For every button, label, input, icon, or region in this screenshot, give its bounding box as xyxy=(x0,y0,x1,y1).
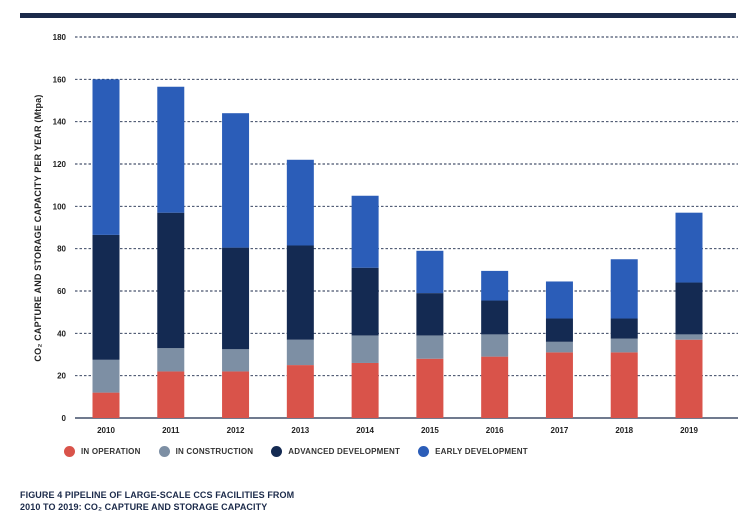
bar-segment xyxy=(286,245,314,340)
bar-segment xyxy=(675,339,703,418)
legend-item: EARLY DEVELOPMENT xyxy=(418,446,528,457)
y-tick-label: 180 xyxy=(53,33,67,42)
caption-line-1: FIGURE 4 PIPELINE OF LARGE-SCALE CCS FAC… xyxy=(20,490,295,500)
legend-label: IN CONSTRUCTION xyxy=(175,447,254,456)
figure-caption: FIGURE 4 PIPELINE OF LARGE-SCALE CCS FAC… xyxy=(20,489,480,513)
bar-segment xyxy=(222,247,250,350)
bar-segment xyxy=(286,159,314,246)
x-tick-label: 2010 xyxy=(97,426,115,435)
y-tick-label: 80 xyxy=(57,245,66,254)
x-tick-label: 2011 xyxy=(162,426,180,435)
x-tick-label: 2017 xyxy=(551,426,569,435)
legend-swatch xyxy=(271,446,283,457)
x-tick-label: 2014 xyxy=(356,426,374,435)
legend-label: IN OPERATION xyxy=(81,447,141,456)
x-tick-label: 2016 xyxy=(486,426,504,435)
x-tick-label: 2018 xyxy=(615,426,633,435)
bar-segment xyxy=(92,392,120,418)
bar-segment xyxy=(675,212,703,283)
legend-item: IN CONSTRUCTION xyxy=(158,446,254,457)
x-tick-label: 2013 xyxy=(291,426,309,435)
bar-segment xyxy=(416,293,444,336)
legend-swatch xyxy=(418,446,430,457)
bar-segment xyxy=(157,371,185,418)
y-tick-label: 60 xyxy=(57,287,66,296)
bar-segment xyxy=(92,79,120,235)
bar-segment xyxy=(610,352,638,418)
y-tick-label: 100 xyxy=(53,202,67,211)
bar-segment xyxy=(222,113,250,248)
y-axis-label: CO₂ CAPTURE AND STORAGE CAPACITY PER YEA… xyxy=(33,94,43,361)
legend-label: ADVANCED DEVELOPMENT xyxy=(288,447,401,456)
bar-segment xyxy=(416,358,444,418)
bar-segment xyxy=(157,348,185,372)
y-tick-label: 0 xyxy=(62,414,67,423)
bar-segment xyxy=(545,341,573,353)
bar-segment xyxy=(286,339,314,366)
bar-segment xyxy=(545,281,573,319)
bar-segment xyxy=(222,371,250,418)
bar-segment xyxy=(481,300,509,335)
legend-item: ADVANCED DEVELOPMENT xyxy=(271,446,400,457)
top-rule xyxy=(20,13,736,18)
bar-segment xyxy=(675,334,703,340)
bar-segment xyxy=(351,267,379,336)
bar-segment xyxy=(675,282,703,335)
y-tick-label: 140 xyxy=(53,118,67,127)
bar-segment xyxy=(157,86,185,213)
x-tick-label: 2015 xyxy=(421,426,439,435)
legend: IN OPERATION IN CONSTRUCTION ADVANCED DEVE… xyxy=(64,446,546,457)
y-axis-ticks: 0 20 40 60 80 100 120 140 160 180 xyxy=(53,33,67,423)
bar-segment xyxy=(481,270,509,301)
legend-label: EARLY DEVELOPMENT xyxy=(435,447,528,456)
legend-swatch xyxy=(158,446,170,457)
x-tick-label: 2019 xyxy=(680,426,698,435)
bar-segment xyxy=(351,335,379,363)
y-tick-label: 20 xyxy=(57,372,66,381)
bar-segment xyxy=(610,259,638,319)
bar-segment xyxy=(416,250,444,294)
x-axis-ticks: 2010 2011 2012 2013 2014 2015 2016 2017 2018 2019 xyxy=(97,426,698,435)
bar-segment xyxy=(610,338,638,353)
x-tick-label: 2012 xyxy=(227,426,245,435)
y-tick-label: 120 xyxy=(53,160,67,169)
bar-segment xyxy=(351,362,379,418)
bar-segment xyxy=(545,352,573,418)
bar-segment xyxy=(545,318,573,342)
y-tick-label: 160 xyxy=(53,75,67,84)
bar-segment xyxy=(286,365,314,418)
bar-segment xyxy=(157,212,185,349)
bar-segment xyxy=(222,349,250,372)
bars xyxy=(92,79,703,418)
bar-segment xyxy=(481,356,509,418)
bar-segment xyxy=(92,234,120,360)
bar-segment xyxy=(610,318,638,339)
bar-segment xyxy=(351,195,379,268)
y-tick-label: 40 xyxy=(57,329,66,338)
bar-segment xyxy=(416,335,444,359)
caption-line-2: 2010 TO 2019: CO₂ CAPTURE AND STORAGE CA… xyxy=(20,502,268,512)
bar-segment xyxy=(481,334,509,357)
legend-item: IN OPERATION xyxy=(64,446,141,457)
legend-swatch xyxy=(64,446,75,457)
bar-segment xyxy=(92,359,120,393)
